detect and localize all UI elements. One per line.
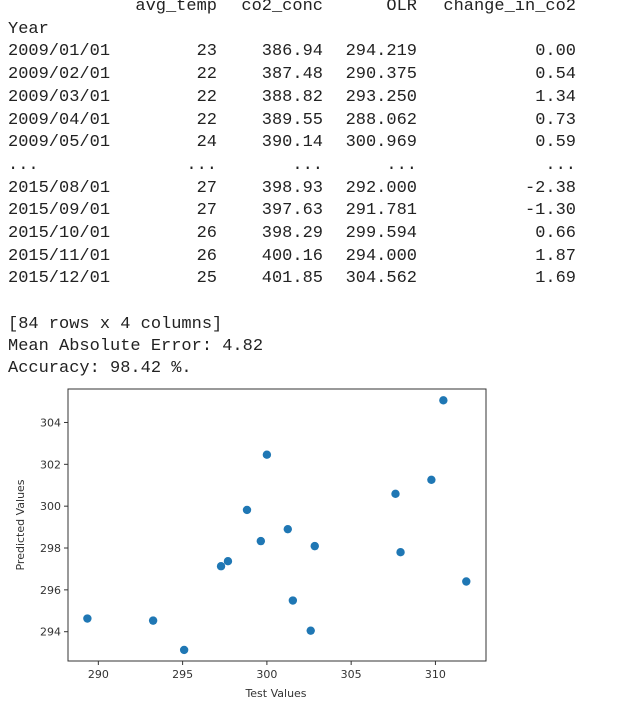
table-cell: 293.250 bbox=[345, 87, 417, 107]
table-cell: 27 bbox=[196, 178, 217, 198]
x-tick-label: 300 bbox=[256, 668, 277, 681]
point bbox=[310, 541, 319, 551]
point bbox=[83, 614, 92, 623]
point bbox=[179, 645, 189, 655]
index-cell: 2015/11/01 bbox=[8, 246, 111, 266]
point bbox=[439, 396, 448, 405]
table-cell: 397.63 bbox=[261, 201, 323, 221]
plot-frame bbox=[67, 388, 487, 662]
point bbox=[396, 548, 405, 557]
index-cell: 2009/03/01 bbox=[8, 87, 111, 107]
y-tick-label: 302 bbox=[40, 458, 61, 471]
point bbox=[242, 505, 252, 515]
table-cell: 0.73 bbox=[535, 110, 576, 130]
index-name: Year bbox=[8, 19, 49, 39]
index-cell: 2009/01/01 bbox=[8, 42, 111, 62]
point bbox=[462, 577, 471, 586]
table-cell: ... bbox=[292, 155, 323, 175]
table-cell: 390.14 bbox=[261, 133, 323, 153]
point bbox=[216, 562, 226, 571]
point bbox=[256, 536, 266, 546]
table-cell: 388.82 bbox=[261, 87, 323, 107]
point bbox=[223, 556, 233, 566]
point bbox=[148, 616, 158, 625]
x-tick-label: 305 bbox=[341, 668, 362, 681]
point bbox=[306, 626, 315, 635]
y-tick-label: 300 bbox=[40, 500, 61, 513]
x-axis-label: Test Values bbox=[244, 687, 306, 700]
table-cell: 22 bbox=[196, 110, 217, 130]
output-line: Mean Absolute Error: 4.82 bbox=[8, 337, 264, 356]
table-cell: 26 bbox=[196, 246, 217, 266]
column-header: avg_temp bbox=[135, 0, 217, 16]
output-line: Accuracy: 98.42 %. bbox=[8, 359, 192, 378]
table-cell: 290.375 bbox=[345, 65, 417, 85]
table-cell: 401.85 bbox=[261, 269, 323, 289]
table-cell: 398.93 bbox=[261, 178, 323, 198]
x-tick-label: 295 bbox=[172, 668, 193, 681]
table-cell: 300.969 bbox=[345, 133, 417, 153]
point bbox=[262, 450, 272, 459]
table-cell: 22 bbox=[196, 65, 217, 85]
table-cell: 27 bbox=[196, 201, 217, 221]
table-cell: 26 bbox=[196, 224, 217, 243]
x-tick-label: 310 bbox=[425, 668, 446, 681]
index-cell: ... bbox=[8, 155, 39, 175]
chart: Test Values Predicted Values 290 295 300 30… bbox=[14, 388, 487, 700]
table-cell: 0.00 bbox=[535, 42, 576, 62]
table-cell: 400.16 bbox=[261, 246, 323, 266]
y-tick-label: 294 bbox=[40, 626, 61, 639]
point bbox=[391, 489, 400, 499]
column-header: co2_conc bbox=[241, 0, 323, 16]
y-tick-label: 298 bbox=[40, 542, 61, 555]
table-cell: ... bbox=[186, 155, 217, 175]
table-cell: 294.000 bbox=[345, 246, 417, 266]
table-cell: 386.94 bbox=[261, 42, 323, 62]
index-cell: 2015/08/01 bbox=[8, 178, 111, 198]
y-tick-label: 304 bbox=[40, 416, 61, 429]
index-cell: 2015/12/01 bbox=[8, 269, 111, 289]
point bbox=[283, 524, 292, 534]
column-header: OLR bbox=[386, 0, 417, 16]
index-cell: 2009/04/01 bbox=[8, 110, 111, 130]
point bbox=[427, 475, 436, 485]
table-cell: 23 bbox=[196, 42, 217, 62]
table-cell: 294.219 bbox=[345, 42, 417, 62]
table-cell: 0.54 bbox=[535, 65, 576, 85]
index-cell: 2015/09/01 bbox=[8, 201, 111, 221]
table-cell: 291.781 bbox=[345, 201, 417, 221]
table-cell: 1.87 bbox=[535, 246, 576, 266]
table-cell: 25 bbox=[196, 269, 217, 289]
index-cell: 2009/05/01 bbox=[8, 133, 111, 153]
table-cell: 292.000 bbox=[345, 178, 417, 198]
point bbox=[288, 596, 298, 605]
table-cell: 24 bbox=[196, 133, 217, 153]
y-axis-label: Predicted Values bbox=[14, 479, 27, 570]
table-cell: 0.59 bbox=[535, 133, 576, 153]
output-line: [84 rows x 4 columns] bbox=[8, 315, 223, 334]
table-cell: -1.30 bbox=[524, 201, 576, 221]
table-cell: 389.55 bbox=[261, 110, 323, 130]
table-cell: 304.562 bbox=[345, 269, 417, 289]
column-header: change_in_co2 bbox=[443, 0, 576, 16]
table-cell: 398.29 bbox=[261, 224, 323, 243]
table-cell: 1.69 bbox=[535, 269, 576, 289]
table-cell: ... bbox=[386, 155, 417, 175]
x-tick-label: 290 bbox=[88, 668, 109, 681]
table-cell: 22 bbox=[196, 87, 217, 107]
index-cell: 2015/10/01 bbox=[8, 224, 111, 243]
table-cell: 299.594 bbox=[345, 224, 417, 243]
index-cell: 2009/02/01 bbox=[8, 65, 111, 85]
table-cell: 387.48 bbox=[261, 65, 323, 85]
table-cell: ... bbox=[545, 155, 576, 175]
table-cell: 0.66 bbox=[535, 224, 576, 243]
table-cell: 288.062 bbox=[345, 110, 417, 130]
table-cell: -2.38 bbox=[524, 178, 576, 198]
table-cell: 1.34 bbox=[535, 87, 576, 107]
y-tick-label: 296 bbox=[40, 584, 61, 597]
